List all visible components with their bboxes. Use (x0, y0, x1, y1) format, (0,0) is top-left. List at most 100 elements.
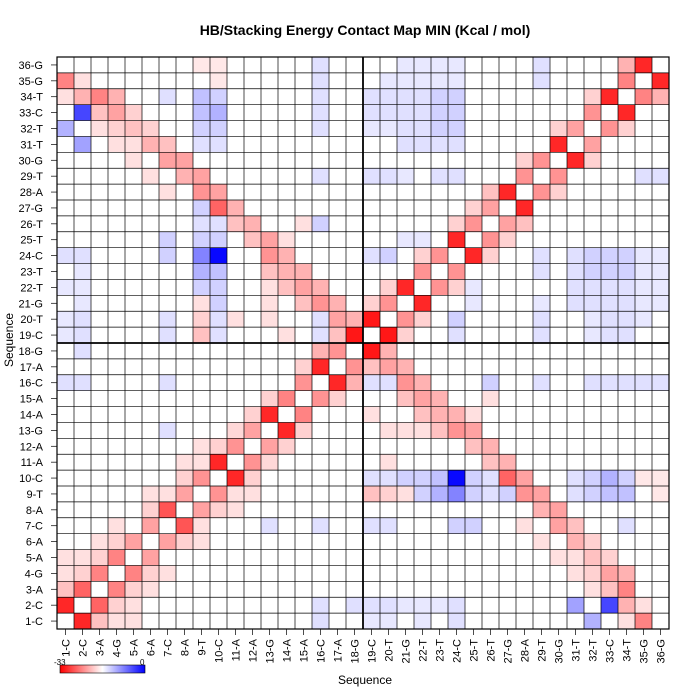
heatmap-cell (397, 422, 414, 439)
x-tick-labels: 1-C 2-C 3-A 4-G 5-A 6-A 7-C 8-A 9-T 10-C 11-A 12-A 1… (61, 629, 668, 663)
heatmap-cell (159, 88, 176, 105)
heatmap-cell (74, 104, 91, 121)
heatmap-cell (159, 374, 176, 391)
heatmap-cell (312, 88, 329, 105)
heatmap-cell (414, 88, 431, 105)
heatmap-cell (193, 215, 210, 232)
y-tick-label: 18-G (19, 346, 43, 358)
heatmap-cell (550, 168, 567, 185)
heatmap-cell (482, 231, 499, 248)
y-tick-label: 23-T (20, 267, 43, 279)
heatmap-cell (312, 517, 329, 534)
heatmap-cell (210, 247, 227, 264)
y-tick-label: 14-A (20, 410, 44, 422)
legend-color-bar (59, 664, 146, 674)
heatmap-cell (380, 104, 397, 121)
heatmap-cell (142, 486, 159, 502)
heatmap-cell (244, 470, 261, 486)
heatmap-cell (108, 597, 125, 614)
color-legend: -33 0 (54, 658, 146, 674)
heatmap-cell (482, 454, 499, 471)
heatmap-cell (125, 136, 142, 153)
heatmap-cell (193, 247, 210, 264)
heatmap-cell (312, 279, 329, 296)
heatmap-cell (210, 231, 227, 248)
heatmap-cell (261, 247, 278, 264)
heatmap-cell (448, 613, 465, 629)
heatmap-cell (159, 501, 176, 518)
heatmap-cell (244, 231, 261, 248)
heatmap-cell (210, 279, 227, 296)
heatmap-cell (193, 231, 210, 248)
heatmap-cell (601, 327, 618, 343)
heatmap-cell (125, 120, 142, 137)
heatmap-cell (108, 104, 125, 121)
heatmap-cell (108, 136, 125, 153)
y-tick-label: 28-A (20, 187, 44, 199)
y-tick-label: 32-T (20, 124, 43, 136)
heatmap-cell (57, 327, 74, 343)
heatmap-cell (465, 470, 482, 486)
x-tick-label: 34-T (622, 639, 634, 662)
y-axis-label: Sequence (2, 313, 16, 367)
heatmap-cell (380, 486, 397, 502)
y-tick-label: 30-G (19, 155, 43, 167)
x-tick-label: 15-A (299, 638, 311, 662)
heatmap-cell (74, 343, 91, 359)
heatmap-cell (380, 454, 397, 471)
heatmap-cell (618, 597, 635, 614)
heatmap-cell (74, 247, 91, 264)
heatmap-cell (91, 120, 108, 137)
heatmap-cell (652, 168, 669, 185)
heatmap-cell (193, 279, 210, 296)
heatmap-cell (567, 120, 584, 137)
heatmap-cell (210, 136, 227, 153)
heatmap-cell (516, 486, 533, 502)
heatmap-cell (329, 295, 346, 312)
heatmap-cell (278, 231, 295, 248)
heatmap-cell (635, 88, 652, 105)
heatmap-cell (533, 501, 550, 518)
heatmap-cell (618, 263, 635, 280)
heatmap-cell (601, 374, 618, 391)
heatmap-cell (635, 311, 652, 328)
x-tick-label: 27-G (503, 639, 515, 663)
heatmap-grid (56, 56, 670, 630)
y-tick-label: 6-A (26, 537, 44, 549)
heatmap-cell (261, 517, 278, 534)
heatmap-cell (210, 88, 227, 105)
heatmap-cell (210, 104, 227, 121)
heatmap-cell (550, 517, 567, 534)
heatmap-cell (431, 597, 448, 614)
heatmap-cell (448, 120, 465, 137)
y-tick-label: 4-G (25, 568, 43, 580)
heatmap-cell (380, 279, 397, 296)
x-tick-label: 36-G (656, 639, 668, 663)
legend-max-label: 0 (140, 658, 145, 667)
heatmap-cell (414, 486, 431, 502)
heatmap-cell (567, 279, 584, 296)
heatmap-cell (295, 295, 312, 312)
x-tick-label: 8-A (180, 638, 192, 656)
heatmap-cell (414, 613, 431, 629)
heatmap-cell (108, 613, 125, 629)
heatmap-cell (567, 565, 584, 582)
heatmap-cell (176, 517, 193, 534)
heatmap-cell (397, 120, 414, 137)
x-tick-label: 2-C (78, 639, 90, 657)
heatmap-cell (482, 247, 499, 264)
heatmap-cell (414, 311, 431, 328)
heatmap-cell (346, 597, 363, 614)
x-tick-label: 31-T (571, 639, 583, 662)
heatmap-cell (618, 613, 635, 629)
y-tick-label: 5-A (26, 553, 44, 565)
heatmap-cell (584, 263, 601, 280)
x-tick-label: 22-T (418, 639, 430, 662)
heatmap-cell (74, 327, 91, 343)
heatmap-cell (431, 88, 448, 105)
heatmap-cell (652, 486, 669, 502)
heatmap-cell (414, 104, 431, 121)
heatmap-cell (142, 581, 159, 598)
heatmap-cell (159, 565, 176, 582)
y-tick-label: 36-G (19, 60, 43, 72)
